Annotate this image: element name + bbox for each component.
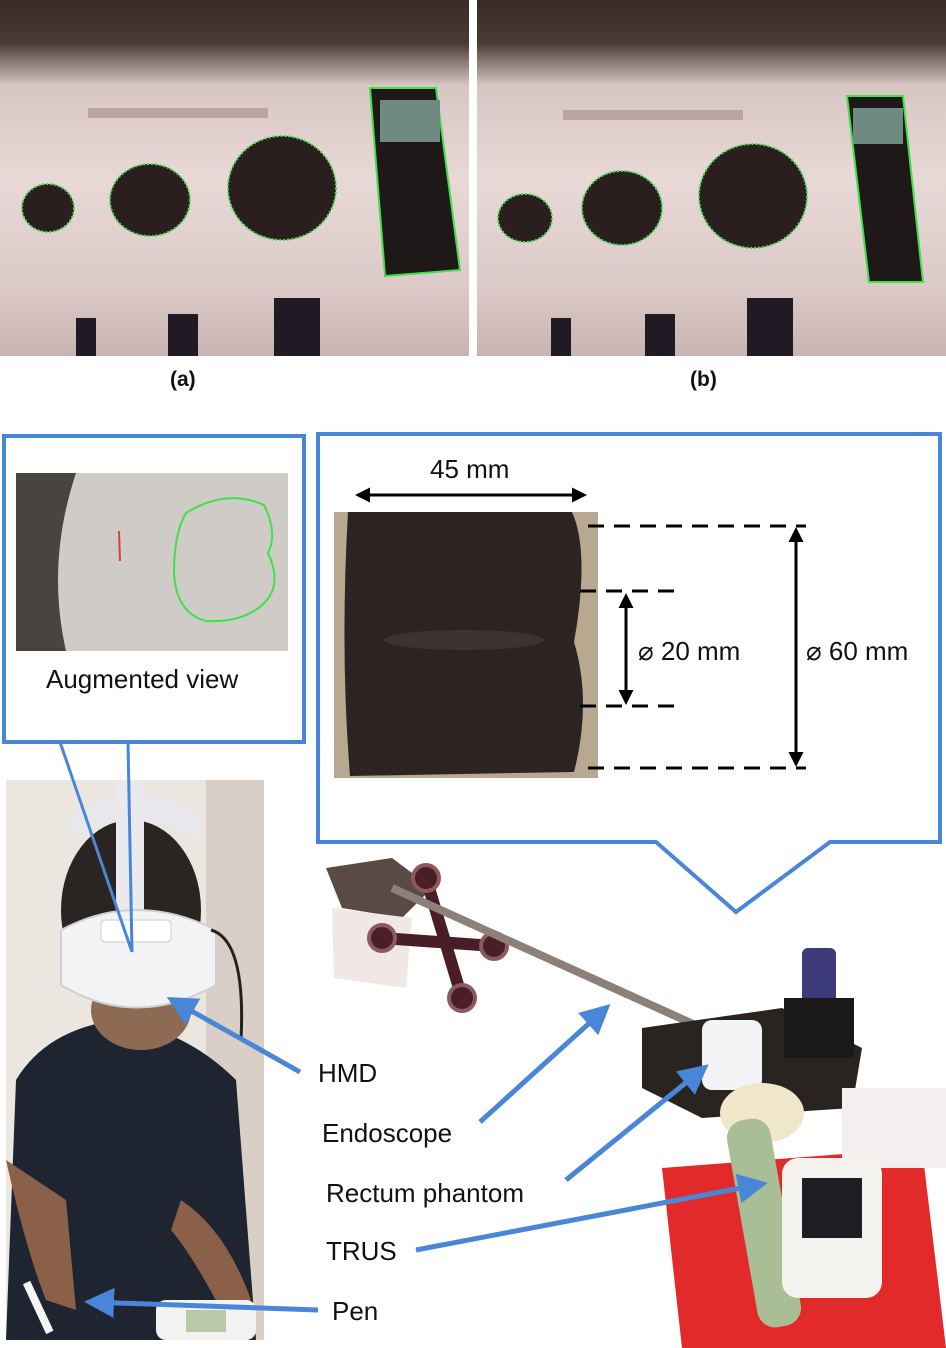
phantom-surface xyxy=(58,473,288,651)
panel-b-label: (b) xyxy=(690,368,717,391)
hmd-label: HMD xyxy=(318,1058,378,1088)
panel-b-drawing xyxy=(497,95,925,356)
augmented-drawing xyxy=(16,473,288,651)
hole-medium-outline xyxy=(581,170,663,246)
block-1 xyxy=(551,318,571,356)
marker-sphere xyxy=(367,923,397,953)
augmented-view-caption: Augmented view xyxy=(46,664,239,694)
trus-device-part xyxy=(186,1310,226,1332)
pen-label: Pen xyxy=(332,1296,379,1326)
marker-arm xyxy=(381,932,495,952)
panel-a-label: (a) xyxy=(170,368,196,391)
slot-mark xyxy=(88,108,268,118)
trus-motor xyxy=(802,1178,862,1238)
arm xyxy=(6,1160,76,1310)
user-hmd-drawing xyxy=(6,780,264,1340)
block-2 xyxy=(168,314,198,356)
marker-sphere xyxy=(411,863,441,893)
endoscope-rod xyxy=(390,884,704,1032)
hmd-front-module xyxy=(100,919,172,943)
outer-diameter-label: ⌀ 60 mm xyxy=(806,636,909,666)
photo-setup xyxy=(322,848,946,1348)
photo-user-hmd xyxy=(6,780,264,1340)
block-3 xyxy=(747,298,793,356)
endoscope-label: Endoscope xyxy=(322,1118,453,1148)
needle-mark xyxy=(118,530,121,562)
hole-small-outline xyxy=(21,183,75,233)
setup-drawing xyxy=(326,858,946,1348)
arm xyxy=(171,1200,251,1320)
rect-opening-fill xyxy=(380,100,440,142)
hole-small-outline xyxy=(497,193,553,243)
pen xyxy=(22,1280,54,1335)
block-2 xyxy=(645,314,675,356)
marker-sphere xyxy=(447,983,477,1013)
augmented-view-photo xyxy=(16,473,288,651)
photo-panel-a xyxy=(0,0,469,356)
phantom-highlight xyxy=(384,630,544,650)
block-1 xyxy=(76,318,96,356)
hole-large-outline xyxy=(227,135,337,241)
panel-a-drawing xyxy=(21,87,462,356)
block-3 xyxy=(274,298,320,356)
photo-panel-b xyxy=(477,0,946,356)
phantom-photo xyxy=(334,512,598,778)
trus-label: TRUS xyxy=(326,1236,397,1266)
slot-mark xyxy=(563,110,743,120)
rectum-phantom-label: Rectum phantom xyxy=(326,1178,524,1208)
inner-diameter-label: ⌀ 20 mm xyxy=(638,636,741,666)
hole-large-outline xyxy=(698,143,808,249)
hole-medium-outline xyxy=(109,163,191,237)
phantom-drawing xyxy=(344,512,583,776)
rectum-phantom-cylinder xyxy=(702,1020,762,1090)
clamp-base xyxy=(784,998,854,1058)
rect-opening-fill xyxy=(853,108,903,144)
width-label: 45 mm xyxy=(430,454,510,484)
electronics-area xyxy=(842,1088,946,1168)
